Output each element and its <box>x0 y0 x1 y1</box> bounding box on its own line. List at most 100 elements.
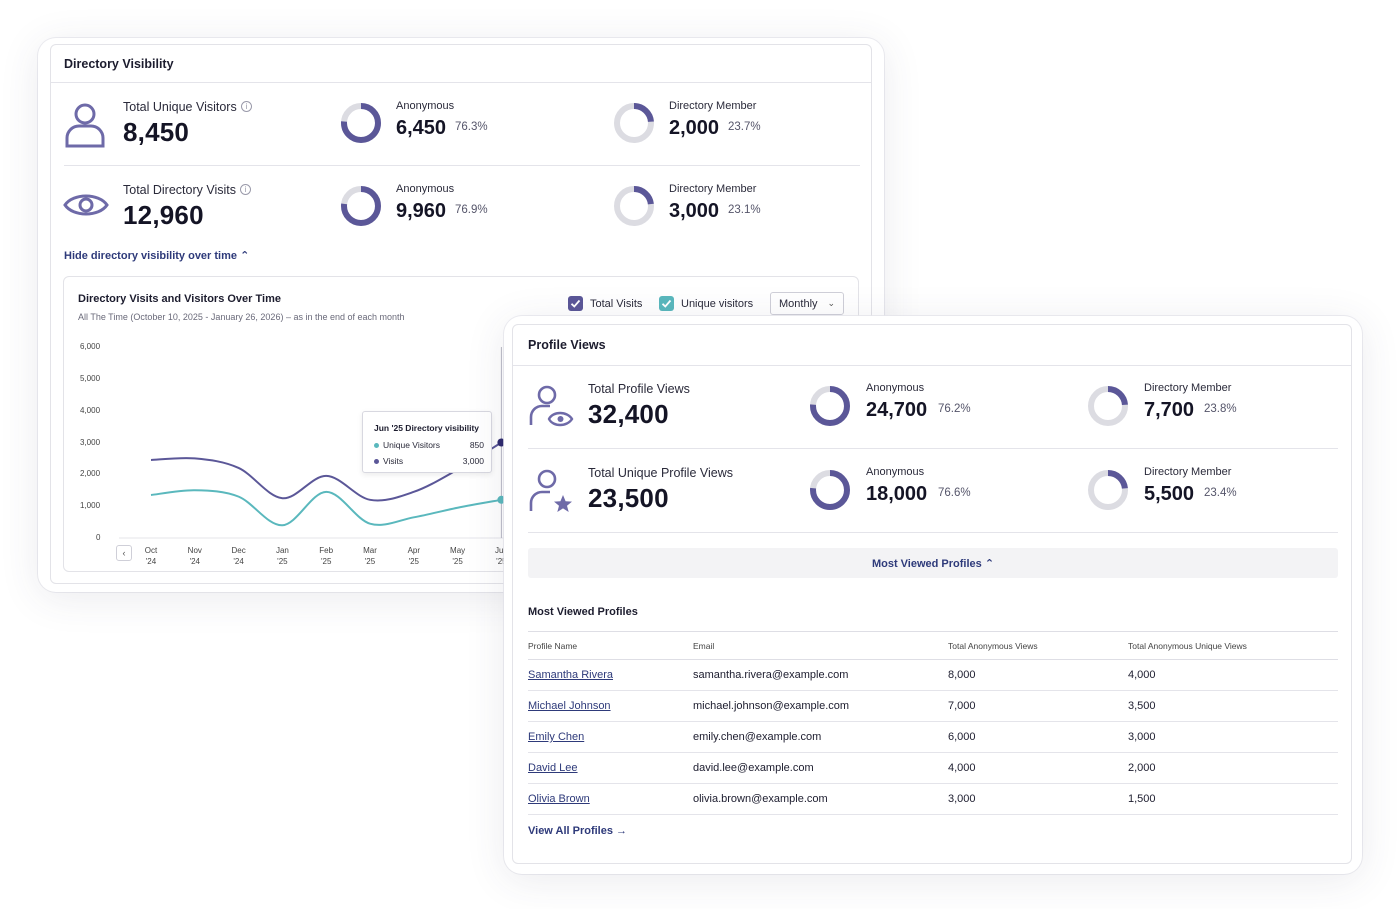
anonymous-unique-views-cell: 3,500 <box>1128 690 1338 722</box>
column-header: Total Anonymous Unique Views <box>1128 631 1338 660</box>
donut-segment <box>1088 386 1128 426</box>
data-point[interactable] <box>497 495 506 504</box>
eye-icon <box>63 194 109 216</box>
donut-segment <box>341 186 381 226</box>
anonymous-views-cell: 3,000 <box>948 783 1128 815</box>
person-star-icon <box>529 469 572 512</box>
y-tick-label: 6,000 <box>80 342 101 351</box>
donut-chart <box>341 103 381 143</box>
total-unique-visitors-label: Total Unique Visitors <box>123 100 237 114</box>
anonymous-value: 24,700 <box>866 399 928 421</box>
donut-chart <box>614 103 654 143</box>
donut-segment <box>810 386 850 426</box>
profile-name-link[interactable]: David Lee <box>528 752 693 784</box>
profile-name-link[interactable]: Olivia Brown <box>528 783 693 815</box>
checkmark-icon <box>661 299 672 308</box>
chevron-up-icon: ⌃ <box>240 250 250 262</box>
anonymous-views-cell: 6,000 <box>948 721 1128 753</box>
chevron-up-icon: ⌃ <box>984 558 995 570</box>
directory-member-value: 3,000 <box>669 200 720 222</box>
total-profile-views-value: 32,400 <box>588 399 669 429</box>
hide-visibility-over-time-toggle[interactable]: Hide directory visibility over time ⌃ <box>64 249 249 262</box>
x-tick-label: Feb '25 <box>319 546 334 566</box>
directory-member-label: Directory Member <box>1144 466 1232 478</box>
total-visits-checkbox[interactable] <box>568 296 583 311</box>
total-unique-visitors-value: 8,450 <box>123 117 190 147</box>
donut-chart <box>1088 386 1128 426</box>
legend-dot <box>374 459 379 465</box>
anonymous-unique-views-cell: 2,000 <box>1128 752 1338 784</box>
y-tick-label: 5,000 <box>80 373 101 383</box>
total-directory-visits-value: 12,960 <box>123 200 204 230</box>
chart-tooltip: Jun '25 Directory visibility Unique Visi… <box>362 411 492 473</box>
email-cell: samantha.rivera@example.com <box>693 659 948 691</box>
most-viewed-toggle-label: Most Viewed Profiles <box>871 558 982 570</box>
anonymous-percent: 76.9% <box>455 204 488 216</box>
checkmark-icon <box>570 299 581 308</box>
most-viewed-profiles-table: Profile Name Email Total Anonymous Views… <box>528 631 1338 815</box>
x-tick-label: Apr '25 <box>407 546 421 566</box>
x-tick-label: May '25 <box>450 546 466 566</box>
info-icon[interactable]: i <box>240 184 251 195</box>
y-tick-label: 1,000 <box>80 501 101 511</box>
x-tick-label: Jun '25 <box>494 546 508 566</box>
anonymous-unique-views-cell: 4,000 <box>1128 659 1338 691</box>
profile-name-link[interactable]: Michael Johnson <box>528 690 693 722</box>
x-tick-label: Oct '24 <box>144 546 158 566</box>
most-viewed-profiles-toggle[interactable]: Most Viewed Profiles ⌃ <box>528 548 1338 578</box>
x-tick-label: Nov '24 <box>187 546 202 566</box>
x-tick-label: Dec '24 <box>231 546 246 566</box>
donut-segment <box>1088 470 1128 510</box>
row-divider <box>64 165 860 166</box>
tooltip-row-visits: Visits 3,000 <box>374 456 484 466</box>
tooltip-visits-label: Visits <box>383 456 404 466</box>
chart-title: Directory Visits and Visitors Over Time <box>78 293 281 305</box>
anonymous-label: Anonymous <box>866 382 925 394</box>
y-tick-label: 0 <box>96 533 101 542</box>
profile-views-card: Profile Views Total Profile Views 32,400… <box>512 324 1352 864</box>
period-select[interactable]: Monthly ⌄ <box>770 292 844 315</box>
table-row: Emily Chen emily.chen@example.com 6,000 … <box>528 721 1338 753</box>
table-row: Michael Johnson michael.johnson@example.… <box>528 690 1338 722</box>
unique-visitors-checkbox[interactable] <box>659 296 674 311</box>
donut-segment <box>341 103 381 143</box>
anonymous-views-cell: 7,000 <box>948 690 1128 722</box>
donut-chart <box>614 186 654 226</box>
anonymous-value: 18,000 <box>866 483 928 505</box>
directory-member-label: Directory Member <box>1144 382 1232 394</box>
anonymous-unique-views-cell: 3,000 <box>1128 721 1338 753</box>
directory-member-percent: 23.1% <box>728 204 761 216</box>
tooltip-visits-value: 3,000 <box>462 456 484 466</box>
donut-chart <box>341 186 381 226</box>
view-all-profiles-link[interactable]: View All Profiles → <box>528 825 628 837</box>
anonymous-value: 9,960 <box>396 200 447 222</box>
tooltip-title: Jun '25 Directory visibility <box>374 423 480 433</box>
unique-visitors-legend-label: Unique visitors <box>681 298 754 310</box>
donut-chart <box>810 470 850 510</box>
legend-dot <box>374 443 379 449</box>
profile-name-link[interactable]: Samantha Rivera <box>528 659 693 691</box>
table-header-row: Profile Name Email Total Anonymous Views… <box>528 631 1338 660</box>
person-eye-icon <box>529 385 574 427</box>
data-point[interactable] <box>497 438 506 447</box>
donut-chart <box>810 386 850 426</box>
anonymous-label: Anonymous <box>396 100 455 112</box>
total-unique-profile-views-value: 23,500 <box>588 483 669 513</box>
donut-segment <box>614 103 654 143</box>
tooltip-row-unique: Unique Visitors 850 <box>374 440 484 450</box>
chart-prev-button[interactable]: ‹ <box>116 545 132 561</box>
email-cell: david.lee@example.com <box>693 752 948 784</box>
anonymous-label: Anonymous <box>866 466 925 478</box>
anonymous-percent: 76.3% <box>455 121 488 133</box>
profile-name-link[interactable]: Emily Chen <box>528 721 693 753</box>
directory-visibility-title: Directory Visibility <box>64 57 174 71</box>
anonymous-views-cell: 8,000 <box>948 659 1128 691</box>
card-header-divider <box>51 82 871 83</box>
table-row: Samantha Rivera samantha.rivera@example.… <box>528 659 1338 691</box>
info-icon[interactable]: i <box>241 101 252 112</box>
total-directory-visits-label: Total Directory Visits <box>123 183 236 197</box>
row-divider <box>528 448 1338 449</box>
total-visits-legend-label: Total Visits <box>590 298 643 310</box>
directory-member-value: 5,500 <box>1144 483 1195 505</box>
directory-member-label: Directory Member <box>669 183 757 195</box>
